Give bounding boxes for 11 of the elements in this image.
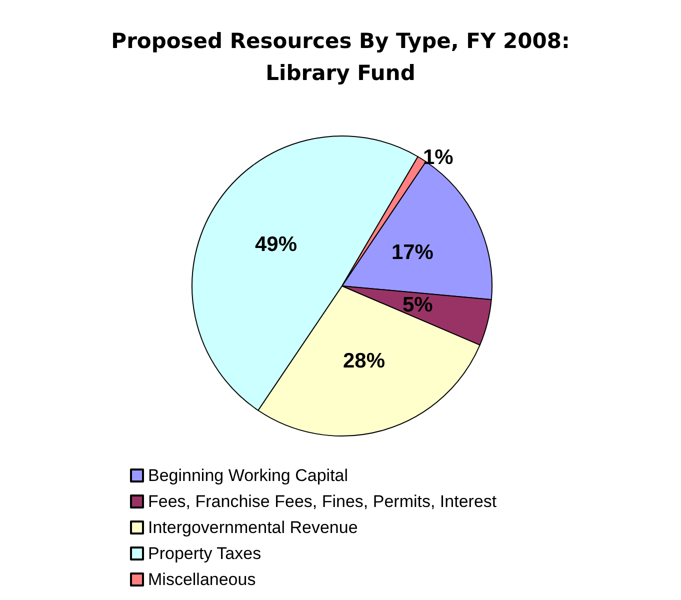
legend-label: Intergovernmental Revenue (148, 518, 358, 537)
data-label: 49% (254, 232, 298, 256)
legend-label: Beginning Working Capital (148, 466, 348, 485)
legend-label: Fees, Franchise Fees, Fines, Permits, Interest (148, 492, 497, 511)
legend-label: Miscellaneous (148, 570, 256, 589)
data-label: 17% (391, 241, 434, 264)
data-label: 28% (343, 349, 386, 372)
data-label: 5% (402, 294, 434, 317)
chart-title: Proposed Resources By Type, FY 2008: Library Fund (111, 29, 570, 85)
legend-label: Property Taxes (148, 544, 262, 563)
data-label: 1% (422, 146, 454, 169)
